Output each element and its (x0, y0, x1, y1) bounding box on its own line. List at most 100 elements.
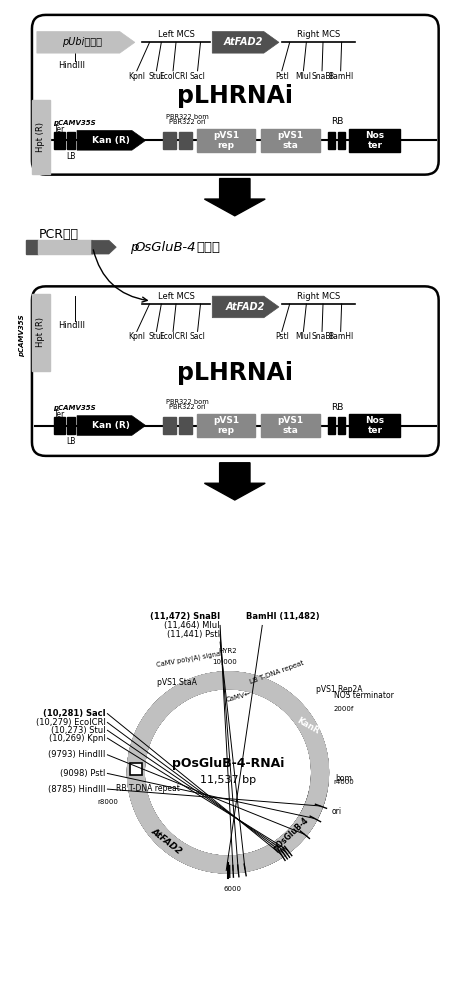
Text: Nos
ter: Nos ter (365, 416, 385, 435)
Bar (67, 417, 75, 434)
Text: SnaBI: SnaBI (311, 72, 333, 81)
Bar (350, 129, 400, 152)
Text: (9098) PstI: (9098) PstI (60, 769, 106, 778)
Text: (10,269) KpnI: (10,269) KpnI (49, 734, 106, 743)
Text: 启动子: 启动子 (197, 241, 221, 254)
Text: pVS1
sta: pVS1 sta (278, 131, 304, 150)
Bar (197, 129, 255, 152)
Text: r8000: r8000 (97, 799, 118, 805)
Text: AtFAD2: AtFAD2 (226, 302, 265, 312)
Text: bom: bom (335, 774, 352, 783)
Polygon shape (204, 463, 265, 500)
Text: Right MCS: Right MCS (297, 30, 340, 39)
Text: (11,472) SnaBI: (11,472) SnaBI (150, 612, 220, 621)
Text: pVS1
rep: pVS1 rep (213, 416, 239, 435)
Text: SacI: SacI (189, 332, 206, 341)
Bar (32, 100, 50, 174)
Bar (163, 132, 176, 149)
Text: AtFAD2: AtFAD2 (224, 37, 263, 47)
Text: pCAMV35S: pCAMV35S (19, 314, 25, 357)
Text: (11,441) PstI: (11,441) PstI (167, 630, 220, 639)
Text: pVS1
sta: pVS1 sta (278, 416, 304, 435)
Text: Kan (R): Kan (R) (92, 421, 130, 430)
Text: AtFAD2: AtFAD2 (149, 826, 184, 856)
Text: CaMV←: CaMV← (226, 691, 252, 703)
Text: p: p (130, 241, 138, 254)
Text: KpnI: KpnI (129, 72, 145, 81)
Text: Hpt (R): Hpt (R) (36, 317, 45, 347)
Text: BamHI: BamHI (328, 72, 353, 81)
Text: pLHRNAi: pLHRNAi (177, 361, 293, 385)
Text: LB: LB (66, 152, 76, 161)
Bar (261, 414, 320, 437)
Text: LB: LB (66, 437, 76, 446)
Text: 2000f: 2000f (334, 706, 354, 712)
Text: 10,000: 10,000 (212, 659, 237, 665)
Text: SacI: SacI (189, 72, 206, 81)
Text: Nos
ter: Nos ter (365, 131, 385, 150)
Text: pVS1 StaA: pVS1 StaA (157, 678, 197, 687)
Text: PCR扩增: PCR扩增 (38, 228, 78, 241)
Text: pUbi启动子: pUbi启动子 (62, 37, 102, 47)
Text: 6000: 6000 (224, 886, 242, 892)
Text: StuI: StuI (149, 332, 164, 341)
Text: r4000: r4000 (334, 779, 354, 785)
Bar (338, 132, 345, 149)
Text: ori: ori (331, 807, 342, 816)
Text: Ter: Ter (54, 410, 65, 419)
Bar (179, 417, 192, 434)
Text: BamHI (11,482): BamHI (11,482) (246, 612, 319, 621)
Polygon shape (37, 32, 135, 53)
Text: PstI: PstI (275, 332, 289, 341)
Text: pCAMV35S: pCAMV35S (54, 405, 96, 411)
Text: pCAMV35S: pCAMV35S (54, 120, 96, 126)
Polygon shape (77, 416, 146, 435)
Bar (54, 132, 65, 149)
Text: PBR322 bom: PBR322 bom (166, 399, 209, 405)
Text: OsGluB-4: OsGluB-4 (135, 241, 196, 254)
Bar (350, 414, 400, 437)
Text: LB T-DNA repeat: LB T-DNA repeat (249, 660, 305, 685)
Text: RB T-DNA repeat: RB T-DNA repeat (116, 784, 180, 793)
Text: Kan (R): Kan (R) (92, 136, 130, 145)
Text: Left MCS: Left MCS (157, 30, 194, 39)
Text: StuI: StuI (149, 72, 164, 81)
Text: KanR: KanR (295, 716, 321, 736)
Text: PBR322 ori: PBR322 ori (170, 119, 206, 125)
Text: SnaBI: SnaBI (311, 332, 333, 341)
Bar (130, 763, 142, 775)
Bar (328, 132, 335, 149)
Bar (54, 417, 65, 434)
Text: NOS terminator: NOS terminator (334, 692, 394, 700)
Text: 11,537 bp: 11,537 bp (200, 775, 256, 785)
Text: EcoICRI: EcoICRI (159, 332, 187, 341)
Text: RB: RB (331, 117, 344, 126)
Text: (8785) HindIII: (8785) HindIII (48, 785, 106, 794)
Polygon shape (212, 296, 279, 318)
Text: EcoICRI: EcoICRI (159, 72, 187, 81)
Bar (163, 417, 176, 434)
Text: MluI: MluI (295, 332, 311, 341)
Polygon shape (212, 32, 279, 53)
Text: RB: RB (331, 403, 344, 412)
Text: pOsGluB-4: pOsGluB-4 (271, 815, 310, 853)
Text: PBR322 bom: PBR322 bom (166, 114, 209, 120)
Text: MluI: MluI (295, 72, 311, 81)
Polygon shape (204, 179, 265, 216)
FancyArrowPatch shape (93, 250, 147, 302)
Text: PstI: PstI (275, 72, 289, 81)
Bar (26, 240, 38, 254)
Text: HindIII: HindIII (58, 61, 85, 70)
Text: Ter: Ter (54, 125, 65, 134)
Text: Right MCS: Right MCS (297, 292, 340, 301)
Text: (10,273) StuI: (10,273) StuI (51, 726, 106, 735)
Text: (9793) HindIII: (9793) HindIII (48, 750, 106, 759)
Text: (10,279) EcoICRI: (10,279) EcoICRI (36, 718, 106, 727)
Text: KpnI: KpnI (129, 332, 145, 341)
Polygon shape (77, 131, 146, 150)
Text: PBR322 ori: PBR322 ori (170, 404, 206, 410)
Text: pVS1
rep: pVS1 rep (213, 131, 239, 150)
Text: HindIII: HindIII (58, 321, 85, 330)
Bar (197, 414, 255, 437)
Text: HYR2: HYR2 (219, 648, 237, 654)
